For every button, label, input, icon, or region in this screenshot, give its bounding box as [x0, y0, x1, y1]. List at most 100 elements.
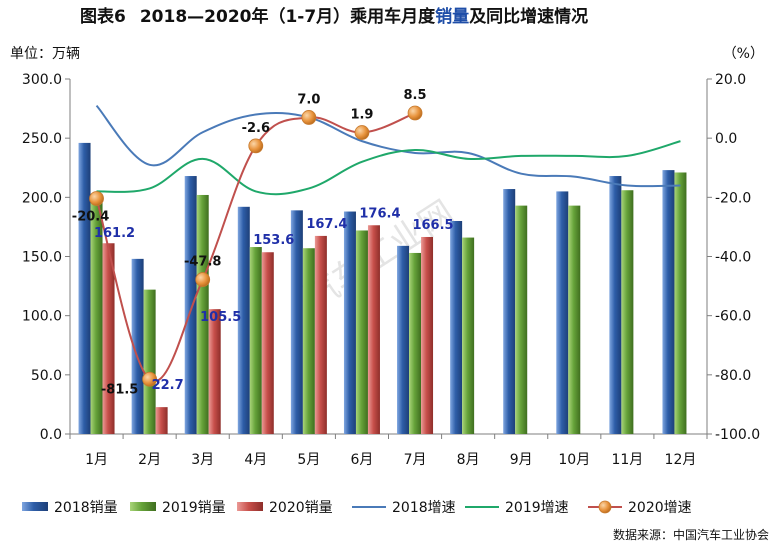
bar-2018	[78, 142, 91, 434]
bar-2018	[237, 206, 250, 434]
bar-2020	[367, 225, 380, 434]
legend: 2018销量 2019销量 2020销量 2018增速 2019增速 2020增速	[22, 500, 692, 516]
bar-2018	[662, 170, 675, 434]
bar-value-label-2020: 22.7	[152, 378, 184, 393]
x-tick-label: 1月	[85, 452, 108, 468]
figure-label: 图表6	[80, 6, 126, 27]
bar-2020	[314, 235, 327, 434]
bar-2019	[249, 247, 262, 434]
x-tick-label: 8月	[457, 452, 480, 468]
bar-2019	[90, 193, 103, 434]
bar-2019	[621, 190, 634, 434]
bar-2018	[556, 191, 569, 434]
right-tick-label: 20.0	[715, 72, 746, 88]
marker-2020-growth	[354, 125, 370, 140]
bar-2019	[143, 289, 156, 434]
left-unit-label: 单位：万辆	[10, 46, 80, 62]
x-tick-label: 12月	[665, 452, 697, 468]
left-tick-label: 150.0	[22, 250, 62, 266]
right-unit-label: （%）	[723, 46, 764, 62]
line-2019-growth	[96, 140, 681, 196]
bar-value-label-2020: 105.5	[200, 310, 241, 325]
bar-2019	[302, 248, 315, 434]
bar-2018	[503, 189, 516, 434]
line-value-label-2020: 8.5	[404, 88, 427, 103]
right-tick-label: -20.0	[715, 190, 751, 206]
line-2020-growth	[95, 112, 416, 383]
bar-2019	[196, 194, 209, 434]
x-tick-label: 5月	[297, 452, 320, 468]
bar-2018	[397, 245, 410, 434]
legend-label: 2019销量	[162, 500, 226, 516]
left-tick-label: 50.0	[31, 368, 62, 384]
title-prefix: 2018—2020年（1-7月）乘用车月度	[140, 6, 436, 27]
title-highlight: 销量	[435, 6, 469, 27]
right-tick-label: -60.0	[715, 309, 751, 325]
bars-group	[78, 142, 687, 435]
line-value-label-2020: 7.0	[297, 92, 320, 107]
bar-2018	[290, 210, 303, 434]
line-value-label-2020: -81.5	[101, 382, 138, 397]
bar-2018	[450, 221, 463, 434]
bar-value-label-2020: 176.4	[359, 206, 400, 221]
bar-value-label-2020: 167.4	[306, 217, 347, 232]
x-tick-label: 7月	[404, 452, 427, 468]
legend-swatch-bar-2020	[237, 502, 263, 511]
bar-value-label-2020: 161.2	[94, 226, 135, 241]
bar-2020	[208, 309, 221, 434]
data-labels-group: 161.2 22.7 105.5 153.6 167.4 176.4 166.5 -20.4 -…	[72, 88, 454, 397]
marker-2020-growth	[301, 110, 317, 125]
marker-2020-growth	[407, 105, 423, 121]
title-suffix: 及同比增速情况	[469, 6, 588, 27]
legend-swatch-bar-2018	[22, 502, 48, 511]
line-value-label-2020: -2.6	[242, 121, 270, 136]
bar-2019	[674, 172, 687, 434]
bar-2018	[184, 176, 197, 435]
bar-2018	[609, 176, 622, 435]
right-tick-label: -40.0	[715, 250, 751, 266]
marker-2020-growth	[142, 371, 158, 387]
x-tick-label: 6月	[350, 452, 373, 468]
axes-group: 0.0 50.0 100.0 150.0 200.0 250.0 300.0 -100.0 -8…	[22, 72, 760, 468]
bar-2019	[355, 230, 368, 434]
bar-2019	[409, 252, 422, 434]
source-note: 数据来源：中国汽车工业协会	[613, 527, 769, 542]
bar-value-label-2020: 153.6	[253, 233, 294, 248]
line-value-label-2020: -47.8	[184, 255, 221, 270]
legend-label: 2019增速	[505, 500, 569, 516]
legend-marker-2020-growth	[598, 500, 612, 514]
left-tick-label: 200.0	[22, 190, 62, 206]
x-tick-label: 4月	[244, 452, 267, 468]
left-tick-label: 250.0	[22, 131, 62, 147]
lines-group	[89, 104, 681, 387]
legend-label: 2018增速	[392, 500, 456, 516]
bar-2018	[343, 211, 356, 434]
x-tick-label: 2月	[138, 452, 161, 468]
right-tick-label: 0.0	[715, 131, 737, 147]
bar-2019	[568, 205, 581, 434]
bar-value-label-2020: 166.5	[412, 218, 453, 233]
legend-label: 2018销量	[54, 500, 118, 516]
bar-2019	[515, 205, 528, 434]
bar-2020	[155, 407, 168, 434]
legend-swatch-bar-2019	[130, 502, 156, 511]
line-value-label-2020: -20.4	[72, 210, 109, 225]
legend-label: 2020增速	[628, 500, 692, 516]
left-tick-label: 300.0	[22, 72, 62, 88]
bar-2020	[261, 252, 274, 434]
bar-2018	[131, 258, 144, 434]
right-tick-label: -100.0	[715, 427, 760, 443]
x-tick-label: 9月	[510, 452, 533, 468]
x-tick-label: 3月	[191, 452, 214, 468]
left-tick-label: 100.0	[22, 309, 62, 325]
bar-2020	[421, 236, 434, 434]
x-tick-label: 11月	[611, 452, 643, 468]
marker-2020-growth	[89, 191, 104, 206]
line-value-label-2020: 1.9	[350, 108, 373, 123]
right-tick-label: -80.0	[715, 368, 751, 384]
bar-2019	[462, 237, 475, 434]
marker-2020-growth	[248, 138, 264, 154]
x-tick-label: 10月	[558, 452, 590, 468]
chart-title: 图表6 2018—2020年（1-7月）乘用车月度销量及同比增速情况	[80, 6, 588, 27]
